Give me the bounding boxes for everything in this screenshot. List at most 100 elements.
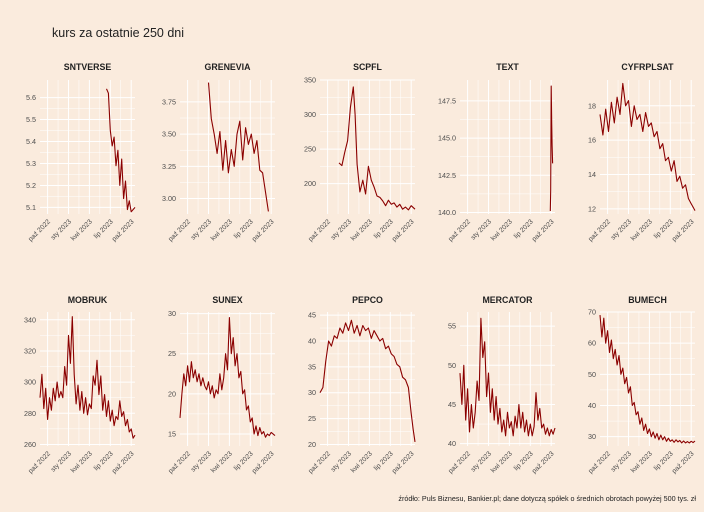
price-line — [549, 85, 554, 212]
price-line — [599, 82, 696, 211]
x-tick-label: kwi 2023 — [350, 218, 374, 242]
panel-title: MOBRUK — [68, 295, 108, 305]
panel-title: SCPFL — [353, 62, 382, 72]
y-tick-label: 12 — [588, 204, 596, 213]
panel-title: SNTVERSE — [64, 62, 112, 72]
x-tick-label: paź 2023 — [111, 218, 136, 243]
panel-title: MERCATOR — [482, 295, 533, 305]
x-tick-label: paź 2022 — [27, 450, 52, 475]
y-tick-label: 60 — [588, 339, 596, 348]
price-line — [459, 317, 556, 437]
x-tick-label: kwi 2023 — [70, 218, 94, 242]
y-tick-label: 30 — [308, 388, 316, 397]
y-tick-label: 16 — [588, 136, 596, 145]
y-tick-label: 3.00 — [162, 194, 176, 203]
panel-title: CYFRPLSAT — [621, 62, 674, 72]
price-line — [338, 86, 416, 211]
x-tick-label: paź 2022 — [167, 450, 192, 475]
y-tick-label: 5.6 — [26, 93, 36, 102]
x-tick-label: paź 2023 — [671, 450, 696, 475]
x-tick-label: paź 2022 — [167, 218, 192, 243]
y-tick-label: 260 — [24, 440, 36, 449]
y-tick-label: 300 — [24, 378, 36, 387]
x-tick-label: kwi 2023 — [630, 450, 654, 474]
x-tick-label: paź 2023 — [391, 218, 416, 243]
y-tick-label: 5.4 — [26, 137, 36, 146]
panel-title: SUNEX — [212, 295, 242, 305]
x-tick-label: kwi 2023 — [490, 450, 514, 474]
panel-title: GRENEVIA — [205, 62, 252, 72]
y-tick-label: 145.0 — [438, 134, 456, 143]
x-tick-label: paź 2023 — [531, 450, 556, 475]
y-tick-label: 50 — [588, 370, 596, 379]
x-tick-label: kwi 2023 — [490, 218, 514, 242]
y-tick-label: 5.5 — [26, 115, 36, 124]
y-tick-label: 5.3 — [26, 159, 36, 168]
price-line — [599, 315, 696, 444]
y-tick-label: 55 — [448, 322, 456, 331]
y-tick-label: 147.5 — [438, 96, 456, 105]
source-caption: źródło: Puls Biznesu, Bankier.pl; dane d… — [398, 494, 696, 503]
y-tick-label: 25 — [168, 349, 176, 358]
y-tick-label: 5.2 — [26, 181, 36, 190]
x-tick-label: kwi 2023 — [70, 450, 94, 474]
x-tick-label: paź 2023 — [251, 450, 276, 475]
x-tick-label: paź 2023 — [671, 218, 696, 243]
y-tick-label: 20 — [308, 440, 316, 449]
y-tick-label: 70 — [588, 308, 596, 317]
y-tick-label: 142.5 — [438, 171, 456, 180]
y-tick-label: 340 — [24, 315, 36, 324]
y-tick-label: 45 — [448, 400, 456, 409]
y-tick-label: 300 — [304, 110, 316, 119]
y-tick-label: 140.0 — [438, 208, 456, 217]
x-tick-label: paź 2022 — [587, 450, 612, 475]
x-tick-label: paź 2022 — [307, 450, 332, 475]
x-tick-label: kwi 2023 — [350, 450, 374, 474]
y-tick-label: 200 — [304, 179, 316, 188]
x-tick-label: paź 2023 — [251, 218, 276, 243]
x-tick-label: paź 2022 — [27, 218, 52, 243]
y-tick-label: 320 — [24, 346, 36, 355]
y-tick-label: 3.75 — [162, 97, 176, 106]
y-tick-label: 35 — [308, 362, 316, 371]
y-tick-label: 5.1 — [26, 203, 36, 212]
x-tick-label: paź 2022 — [587, 218, 612, 243]
y-tick-label: 30 — [168, 309, 176, 318]
y-tick-label: 45 — [308, 311, 316, 320]
y-tick-label: 18 — [588, 101, 596, 110]
panel-title: PEPCO — [352, 295, 383, 305]
y-tick-label: 350 — [304, 76, 316, 85]
y-tick-label: 30 — [588, 432, 596, 441]
x-tick-label: kwi 2023 — [210, 450, 234, 474]
price-line — [39, 316, 136, 439]
y-tick-label: 15 — [168, 429, 176, 438]
price-line — [179, 317, 276, 438]
panel-title: BUMECH — [628, 295, 667, 305]
x-tick-label: kwi 2023 — [210, 218, 234, 242]
y-tick-label: 250 — [304, 145, 316, 154]
y-tick-label: 40 — [588, 401, 596, 410]
y-tick-label: 25 — [308, 414, 316, 423]
y-tick-label: 40 — [448, 439, 456, 448]
x-tick-label: paź 2022 — [447, 450, 472, 475]
price-line — [207, 82, 269, 212]
x-tick-label: paź 2023 — [111, 450, 136, 475]
y-tick-label: 20 — [168, 389, 176, 398]
x-tick-label: paź 2023 — [391, 450, 416, 475]
x-tick-label: paź 2022 — [307, 218, 332, 243]
y-tick-label: 3.25 — [162, 162, 176, 171]
price-line — [319, 319, 416, 442]
price-line — [105, 88, 136, 213]
page-title: kurs za ostatnie 250 dni — [52, 26, 185, 40]
